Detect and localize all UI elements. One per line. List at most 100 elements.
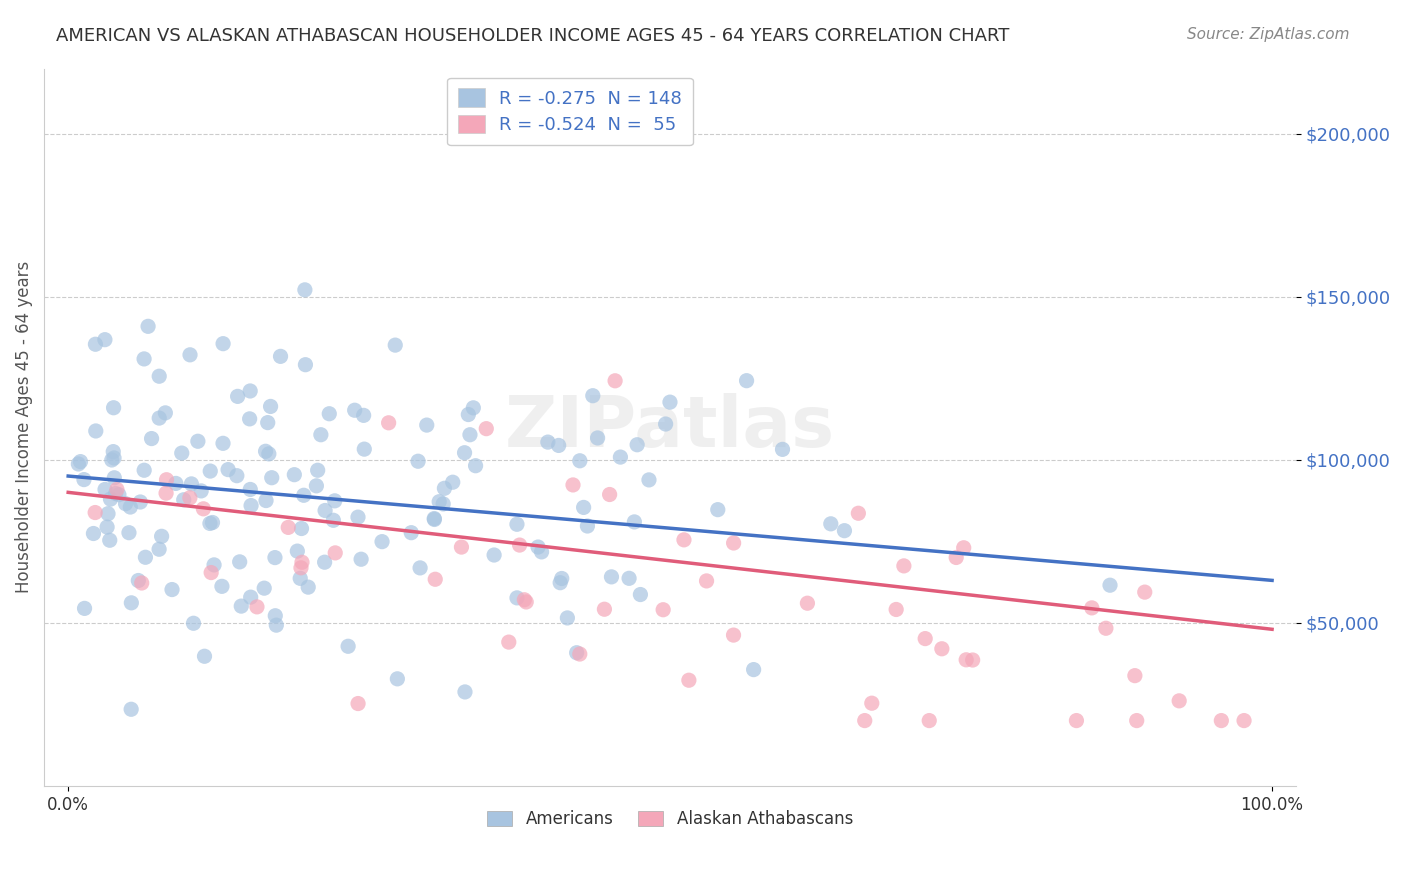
Point — [962, 653, 984, 667]
Point — [67, 457, 90, 471]
Point — [347, 510, 370, 524]
Point — [931, 641, 953, 656]
Point — [108, 488, 131, 502]
Point — [834, 524, 856, 538]
Point — [201, 516, 224, 530]
Point — [409, 561, 432, 575]
Point — [277, 520, 299, 534]
Point — [257, 447, 280, 461]
Point — [672, 533, 695, 547]
Point — [350, 552, 373, 566]
Point — [562, 478, 585, 492]
Point — [796, 596, 818, 610]
Point — [297, 580, 319, 594]
Point — [1066, 714, 1088, 728]
Point — [120, 500, 142, 514]
Point — [884, 602, 907, 616]
Point — [290, 522, 312, 536]
Point — [202, 558, 225, 572]
Point — [104, 486, 127, 500]
Point — [893, 558, 915, 573]
Point — [291, 555, 314, 569]
Point — [548, 575, 571, 590]
Point — [450, 540, 472, 554]
Point — [155, 406, 177, 420]
Point — [114, 497, 136, 511]
Point — [292, 488, 315, 502]
Point — [285, 544, 308, 558]
Point — [547, 438, 569, 452]
Point — [323, 493, 346, 508]
Point — [1081, 600, 1104, 615]
Point — [423, 511, 446, 525]
Point — [506, 517, 529, 532]
Point — [568, 454, 591, 468]
Point — [98, 533, 121, 548]
Point — [576, 519, 599, 533]
Point — [654, 417, 676, 431]
Point — [399, 525, 422, 540]
Point — [84, 337, 107, 351]
Point — [626, 438, 648, 452]
Point — [103, 450, 125, 465]
Point — [463, 401, 485, 415]
Point — [707, 502, 730, 516]
Point — [264, 608, 287, 623]
Point — [323, 546, 346, 560]
Point — [259, 400, 281, 414]
Point — [955, 653, 977, 667]
Point — [211, 579, 233, 593]
Point — [623, 515, 645, 529]
Point — [84, 424, 107, 438]
Point — [97, 507, 120, 521]
Point — [173, 492, 195, 507]
Point — [120, 596, 142, 610]
Point — [190, 483, 212, 498]
Point — [134, 463, 156, 477]
Point — [180, 476, 202, 491]
Point — [609, 450, 631, 464]
Point — [100, 492, 122, 507]
Point — [96, 520, 118, 534]
Point — [118, 525, 141, 540]
Point — [239, 483, 262, 497]
Point — [134, 550, 156, 565]
Point — [290, 571, 312, 585]
Point — [294, 358, 316, 372]
Point — [314, 503, 336, 517]
Point — [73, 473, 96, 487]
Point — [723, 628, 745, 642]
Point — [231, 599, 253, 613]
Point — [427, 494, 450, 508]
Point — [387, 672, 409, 686]
Point — [853, 714, 876, 728]
Point — [155, 486, 177, 500]
Point — [239, 590, 262, 604]
Point — [1125, 714, 1147, 728]
Point — [416, 418, 439, 433]
Point — [82, 526, 104, 541]
Point — [423, 512, 446, 526]
Point — [918, 714, 941, 728]
Point — [264, 550, 287, 565]
Point — [432, 497, 454, 511]
Point — [212, 436, 235, 450]
Point — [600, 570, 623, 584]
Point — [193, 501, 215, 516]
Point — [1211, 714, 1233, 728]
Point — [246, 599, 269, 614]
Point — [603, 374, 626, 388]
Point — [735, 374, 758, 388]
Point — [353, 409, 375, 423]
Point — [240, 499, 263, 513]
Point — [132, 351, 155, 366]
Point — [225, 468, 247, 483]
Point — [294, 283, 316, 297]
Point — [307, 463, 329, 477]
Text: Source: ZipAtlas.com: Source: ZipAtlas.com — [1187, 27, 1350, 42]
Point — [228, 555, 250, 569]
Point — [347, 697, 370, 711]
Point — [165, 476, 187, 491]
Point — [309, 427, 332, 442]
Point — [952, 541, 974, 555]
